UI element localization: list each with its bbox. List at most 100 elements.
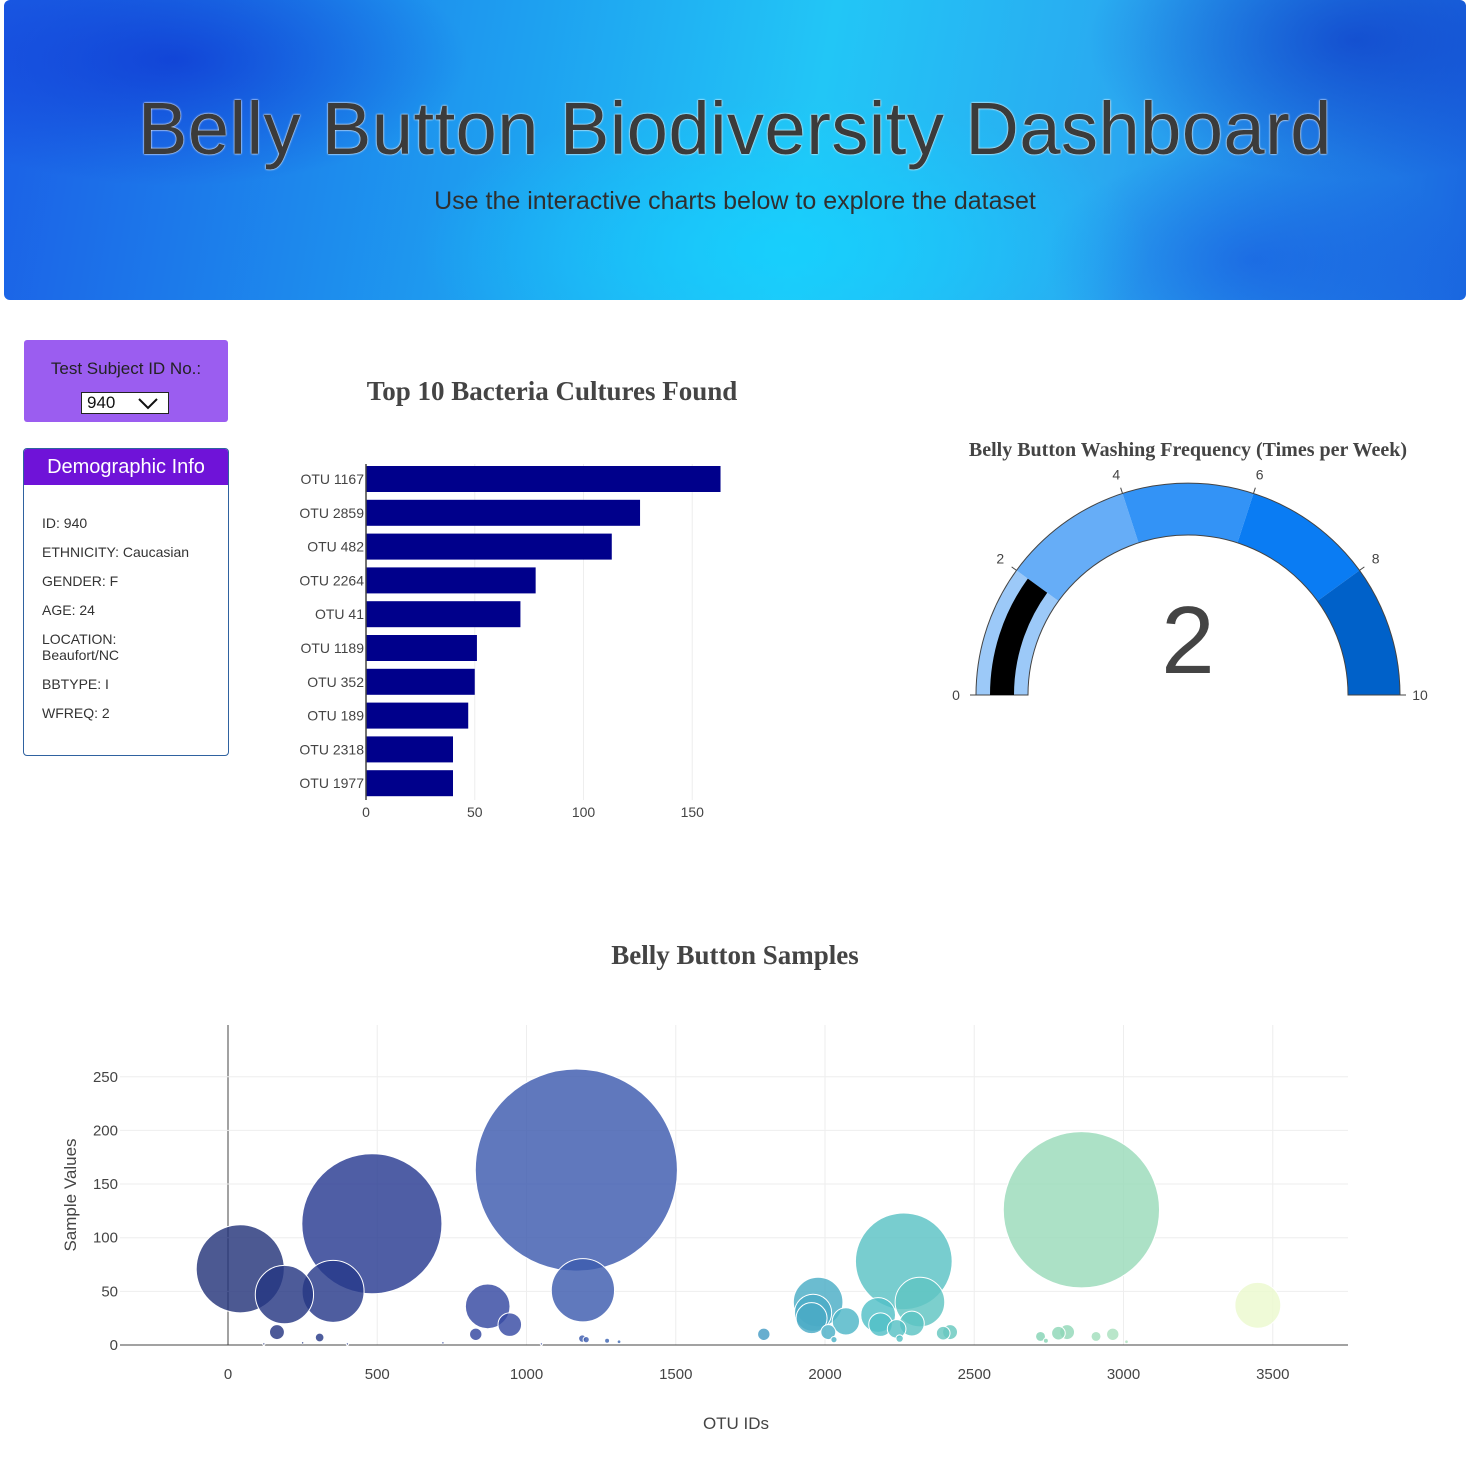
gauge-tick (1011, 566, 1017, 571)
gauge-tick-label: 10 (1412, 687, 1428, 703)
bar-category-label: OTU 2318 (299, 741, 364, 757)
bubble[interactable] (469, 1327, 483, 1341)
bubble[interactable] (550, 1258, 616, 1323)
gauge-title: Belly Button Washing Frequency (Times pe… (969, 439, 1407, 461)
bar[interactable] (366, 702, 469, 729)
gauge-value-label: 2 (1161, 587, 1214, 694)
demo-item-bbtype: BBTYPE: I (42, 676, 109, 692)
bar[interactable] (366, 770, 453, 797)
bubble-x-tick-label: 500 (365, 1366, 390, 1383)
bar-category-label: OTU 1167 (300, 471, 364, 487)
bar-x-tick-label: 150 (681, 804, 705, 820)
bar[interactable] (366, 736, 453, 763)
bubble[interactable] (269, 1324, 285, 1341)
bubble[interactable] (1090, 1330, 1102, 1342)
bar-category-label: OTU 1189 (300, 640, 364, 656)
bubble-chart-x-ticks: 0 500 1000 1500 2000 2500 3000 3500 (224, 1366, 1290, 1383)
top10-bar-chart: Top 10 Bacteria Cultures Found OTU 1167O… (299, 376, 737, 820)
bubble-chart-x-label: OTU IDs (703, 1414, 769, 1433)
bubble[interactable] (301, 1153, 443, 1295)
gauge-tick (1253, 487, 1256, 494)
bar-category-label: OTU 352 (307, 674, 364, 690)
bubble-y-tick-label: 100 (93, 1230, 118, 1247)
gauge-band (1016, 493, 1139, 601)
bar-x-tick-label: 0 (362, 804, 370, 820)
bubble[interactable] (1106, 1327, 1120, 1341)
bubble[interactable] (757, 1327, 771, 1341)
gauge-tick-label: 0 (952, 687, 960, 703)
bubble[interactable] (464, 1283, 511, 1330)
bubble[interactable] (474, 1068, 678, 1272)
bar[interactable] (366, 466, 721, 492)
bubble-y-tick-label: 150 (93, 1176, 118, 1193)
bubble[interactable] (795, 1302, 828, 1335)
bubble[interactable] (604, 1337, 611, 1344)
bubble-x-tick-label: 1000 (510, 1366, 543, 1383)
bar[interactable] (366, 601, 521, 628)
demo-item-gender: GENDER: F (42, 573, 119, 589)
bar-category-label: OTU 482 (307, 539, 364, 555)
gauge-band (1317, 570, 1400, 695)
demo-item-wfreq: WFREQ: 2 (42, 705, 110, 721)
bubble[interactable] (886, 1319, 907, 1339)
bubble[interactable] (314, 1332, 325, 1343)
bubble[interactable] (539, 1342, 544, 1346)
demographic-info-header: Demographic Info (24, 449, 228, 485)
bubble-y-tick-label: 200 (93, 1122, 118, 1139)
header-banner: Belly Button Biodiversity Dashboard Use … (4, 0, 1466, 300)
bar-x-tick-label: 50 (467, 804, 483, 820)
bar[interactable] (366, 533, 612, 560)
bubble[interactable] (497, 1312, 523, 1337)
subject-selector-panel: Test Subject ID No.: 940 (24, 340, 228, 422)
bar-category-label: OTU 189 (307, 708, 364, 724)
bubble-x-tick-label: 0 (224, 1366, 232, 1383)
bar[interactable] (366, 567, 536, 594)
bar[interactable] (366, 668, 475, 695)
gauge-tick (1359, 566, 1365, 571)
bar-chart-x-ticks: 0 50 100 150 (362, 804, 704, 820)
bubble[interactable] (616, 1339, 622, 1345)
bubble[interactable] (895, 1334, 904, 1343)
demo-item-id: ID: 940 (42, 515, 88, 531)
bubble[interactable] (262, 1342, 266, 1346)
bubble[interactable] (345, 1342, 350, 1346)
bubble[interactable] (1234, 1281, 1282, 1329)
bar-chart-category-labels: OTU 1167 OTU 2859 OTU 482 OTU 2264 OTU 41 OTU… (299, 471, 364, 791)
bar[interactable] (366, 635, 477, 661)
page-subtitle: Use the interactive charts below to expl… (434, 187, 1036, 215)
bubble[interactable] (441, 1341, 445, 1345)
bubble[interactable] (1051, 1325, 1066, 1341)
bubble[interactable] (300, 1341, 305, 1345)
bubble[interactable] (830, 1336, 838, 1344)
bubble[interactable] (1002, 1131, 1161, 1289)
bubble-chart-y-label: Sample Values (61, 1138, 80, 1251)
demographic-info-panel: Demographic Info ID: 940 ETHNICITY: Cauc… (23, 448, 229, 756)
gauge-tick-label: 2 (996, 551, 1004, 567)
wash-frequency-gauge: Belly Button Washing Frequency (Times pe… (952, 439, 1428, 703)
bubble[interactable] (1124, 1339, 1129, 1345)
bar-chart-bars (366, 466, 721, 797)
bubble-x-tick-label: 3000 (1107, 1366, 1140, 1383)
gauge-band (1122, 483, 1254, 543)
bubble-y-tick-label: 0 (110, 1337, 118, 1354)
bar[interactable] (366, 499, 641, 526)
bubble[interactable] (820, 1324, 837, 1341)
bubble[interactable] (1035, 1330, 1046, 1342)
bubble[interactable] (831, 1307, 861, 1336)
gauge-tick-label: 6 (1256, 466, 1264, 482)
subject-selector-label: Test Subject ID No.: (50, 359, 202, 378)
bubble-x-tick-label: 2000 (808, 1366, 841, 1383)
bubble[interactable] (254, 1264, 315, 1325)
bubble[interactable] (935, 1325, 951, 1341)
bubble-chart-y-ticks: 0 50 100 150 200 250 (93, 1069, 118, 1354)
gauge-tick (1120, 487, 1123, 494)
subject-id-select[interactable]: 940 (81, 392, 169, 414)
bar-category-label: OTU 2859 (299, 505, 364, 521)
bubble[interactable] (582, 1336, 590, 1344)
gauge-tick-label: 8 (1372, 551, 1380, 567)
subject-id-selected-value: 940 (87, 393, 116, 412)
bubble[interactable] (1042, 1337, 1049, 1344)
demo-item-ethnicity: ETHNICITY: Caucasian (42, 544, 190, 560)
bubble-x-tick-label: 2500 (958, 1366, 991, 1383)
gauge-ticks: 0 2 4 6 8 10 (952, 466, 1428, 703)
